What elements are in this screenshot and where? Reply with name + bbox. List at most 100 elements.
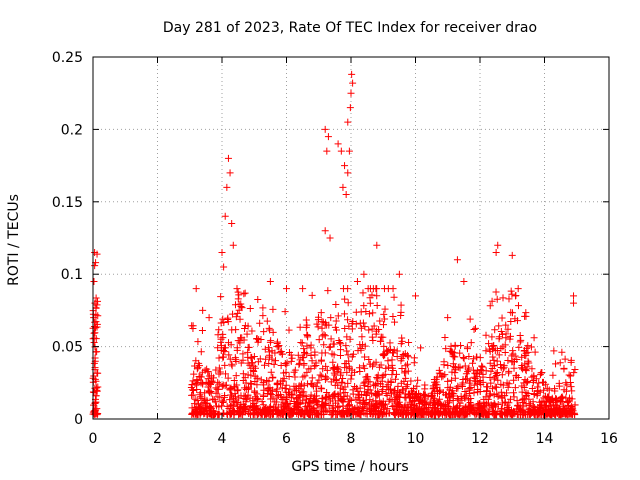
data-point xyxy=(324,287,332,295)
x-tick-label: 12 xyxy=(471,431,489,447)
data-point xyxy=(493,369,501,377)
data-point xyxy=(494,400,502,408)
data-point xyxy=(525,395,533,403)
data-point xyxy=(389,285,397,293)
data-point xyxy=(435,369,443,377)
data-point xyxy=(92,335,100,343)
data-point xyxy=(530,334,538,342)
data-point xyxy=(401,393,409,401)
data-point xyxy=(274,338,282,346)
data-point xyxy=(317,309,325,317)
data-point xyxy=(344,299,352,307)
data-point xyxy=(234,398,242,406)
data-point xyxy=(402,367,410,375)
data-point xyxy=(549,398,557,406)
data-point xyxy=(337,394,345,402)
data-point xyxy=(239,370,247,378)
data-point xyxy=(375,326,383,334)
data-point xyxy=(444,361,452,369)
data-point xyxy=(394,382,402,390)
data-point xyxy=(300,382,308,390)
data-point xyxy=(567,383,575,391)
data-point xyxy=(253,335,261,343)
data-point xyxy=(373,301,381,309)
data-point xyxy=(565,371,573,379)
data-point xyxy=(568,387,576,395)
data-point xyxy=(259,304,267,312)
data-point xyxy=(441,333,449,341)
data-point xyxy=(320,331,328,339)
y-tick-label: 0 xyxy=(74,412,83,428)
data-point xyxy=(214,378,222,386)
data-point xyxy=(412,390,420,398)
data-point xyxy=(366,396,374,404)
data-point xyxy=(299,285,307,293)
data-point xyxy=(390,387,398,395)
data-point xyxy=(380,310,388,318)
data-point xyxy=(93,320,101,328)
data-point xyxy=(436,386,444,394)
data-point xyxy=(528,365,536,373)
data-point xyxy=(218,397,226,405)
data-point xyxy=(442,405,450,413)
data-point xyxy=(353,277,361,285)
data-point xyxy=(341,389,349,397)
data-point xyxy=(489,353,497,361)
data-point xyxy=(261,345,269,353)
data-point xyxy=(90,329,98,337)
data-point xyxy=(90,388,98,396)
data-point xyxy=(450,349,458,357)
data-point xyxy=(325,343,333,351)
data-point xyxy=(458,396,466,404)
data-point xyxy=(556,397,564,405)
data-point xyxy=(471,377,479,385)
data-point xyxy=(440,358,448,366)
data-point xyxy=(387,385,395,393)
data-point xyxy=(556,359,564,367)
data-point xyxy=(355,364,363,372)
axis-tick-labels: 0 2 4 6 8 10 12 14 16 0 0.05 0.1 0.15 0.2 0.25 xyxy=(52,50,618,447)
data-point xyxy=(488,364,496,372)
y-tick-label: 0.25 xyxy=(52,50,83,66)
data-point xyxy=(347,89,355,97)
data-point xyxy=(264,344,272,352)
data-point xyxy=(303,331,311,339)
data-point xyxy=(202,400,210,408)
data-point xyxy=(415,399,423,407)
data-point xyxy=(485,409,493,417)
x-tick-label: 10 xyxy=(407,431,425,447)
data-point xyxy=(271,349,279,357)
data-point xyxy=(262,355,270,363)
data-point xyxy=(515,343,523,351)
data-point xyxy=(380,352,388,360)
data-point xyxy=(570,299,578,307)
data-point xyxy=(510,393,518,401)
data-point xyxy=(358,333,366,341)
data-point xyxy=(310,362,318,370)
data-point xyxy=(318,385,326,393)
data-point xyxy=(271,398,279,406)
data-point xyxy=(429,385,437,393)
data-point xyxy=(522,349,530,357)
data-point xyxy=(313,410,321,418)
data-point xyxy=(220,263,228,271)
data-point xyxy=(451,369,459,377)
data-point xyxy=(277,393,285,401)
data-point xyxy=(523,344,531,352)
data-point xyxy=(210,407,218,415)
data-point xyxy=(448,376,456,384)
data-point xyxy=(272,387,280,395)
data-point xyxy=(224,374,232,382)
data-point xyxy=(291,373,299,381)
data-point xyxy=(380,351,388,359)
data-point xyxy=(522,379,530,387)
data-point xyxy=(404,353,412,361)
data-point xyxy=(498,314,506,322)
data-point xyxy=(334,140,342,148)
data-point xyxy=(339,183,347,191)
data-point xyxy=(504,410,512,418)
data-point xyxy=(470,326,478,334)
data-point xyxy=(456,399,464,407)
data-point xyxy=(327,397,335,405)
data-point xyxy=(272,357,280,365)
